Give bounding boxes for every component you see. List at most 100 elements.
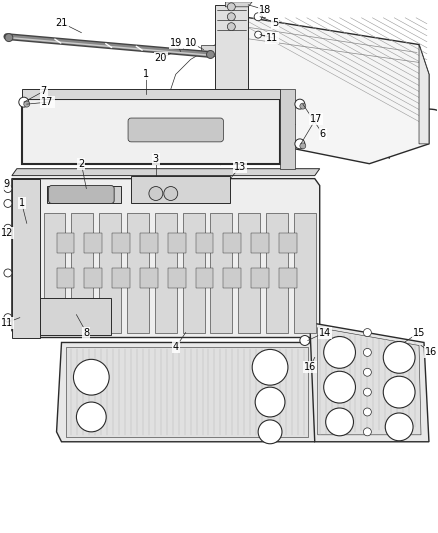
Circle shape [255,387,285,417]
Circle shape [324,336,356,368]
Polygon shape [131,176,230,204]
Polygon shape [57,268,74,288]
Circle shape [258,420,282,444]
Polygon shape [12,179,320,337]
Polygon shape [71,213,93,333]
Text: 16: 16 [304,362,316,372]
Polygon shape [183,213,205,333]
Circle shape [383,376,415,408]
Circle shape [24,101,30,107]
Circle shape [364,428,371,436]
Polygon shape [220,15,429,164]
Text: 18: 18 [259,5,271,15]
Polygon shape [294,213,316,333]
Polygon shape [12,168,320,176]
FancyBboxPatch shape [49,185,114,204]
Circle shape [300,335,310,345]
Circle shape [254,13,262,21]
Text: 15: 15 [413,328,425,337]
Polygon shape [44,213,66,333]
Polygon shape [127,213,149,333]
Polygon shape [57,343,315,442]
Text: 12: 12 [1,228,13,238]
Text: 2: 2 [78,159,85,169]
Circle shape [364,328,371,336]
Polygon shape [279,268,297,288]
Polygon shape [57,233,74,253]
Text: 4: 4 [173,342,179,352]
Text: 3: 3 [153,154,159,164]
Circle shape [164,187,178,200]
Text: 13: 13 [234,161,247,172]
Circle shape [300,143,306,149]
Polygon shape [196,233,213,253]
Circle shape [295,139,305,149]
Polygon shape [22,99,280,164]
Text: 7: 7 [41,86,47,96]
Circle shape [4,313,12,321]
FancyBboxPatch shape [128,118,223,142]
Polygon shape [112,233,130,253]
Circle shape [4,199,12,207]
Circle shape [4,184,12,192]
Polygon shape [223,233,241,253]
Polygon shape [22,89,280,99]
Polygon shape [251,268,269,288]
Text: 17: 17 [42,97,54,107]
Polygon shape [99,213,121,333]
Circle shape [254,31,261,38]
Circle shape [4,224,12,232]
Text: 10: 10 [184,37,197,47]
Text: 16: 16 [425,348,437,358]
Polygon shape [279,233,297,253]
Polygon shape [155,213,177,333]
Circle shape [383,342,415,373]
Polygon shape [46,185,121,204]
Circle shape [295,99,305,109]
Text: 5: 5 [272,18,278,28]
Polygon shape [85,268,102,288]
Text: 20: 20 [155,53,167,63]
Polygon shape [419,45,429,144]
Text: 6: 6 [320,129,326,139]
Polygon shape [280,89,295,168]
Circle shape [227,23,235,31]
Text: 17: 17 [310,114,322,124]
Polygon shape [211,213,232,333]
Text: 19: 19 [170,37,182,47]
Circle shape [227,3,235,11]
Polygon shape [196,268,213,288]
Polygon shape [318,328,421,435]
Polygon shape [168,233,186,253]
Circle shape [76,402,106,432]
Circle shape [227,13,235,21]
Polygon shape [67,348,308,437]
Text: 11: 11 [1,318,13,328]
Circle shape [300,103,306,109]
Polygon shape [310,322,429,442]
Circle shape [324,372,356,403]
Circle shape [364,388,371,396]
Circle shape [19,97,29,107]
Text: 1: 1 [19,198,25,208]
Polygon shape [85,233,102,253]
Polygon shape [40,298,111,335]
Text: 1: 1 [143,69,149,79]
Circle shape [385,413,413,441]
Circle shape [364,349,371,357]
Polygon shape [168,268,186,288]
Polygon shape [238,213,260,333]
Polygon shape [12,179,40,337]
Circle shape [5,34,13,42]
Polygon shape [201,45,215,56]
Polygon shape [226,2,252,7]
Text: 9: 9 [4,179,10,189]
Polygon shape [215,5,248,114]
Text: 14: 14 [318,328,331,337]
Circle shape [326,408,353,436]
Polygon shape [140,268,158,288]
Polygon shape [112,268,130,288]
Text: 11: 11 [266,33,278,43]
Circle shape [364,408,371,416]
Polygon shape [251,233,269,253]
